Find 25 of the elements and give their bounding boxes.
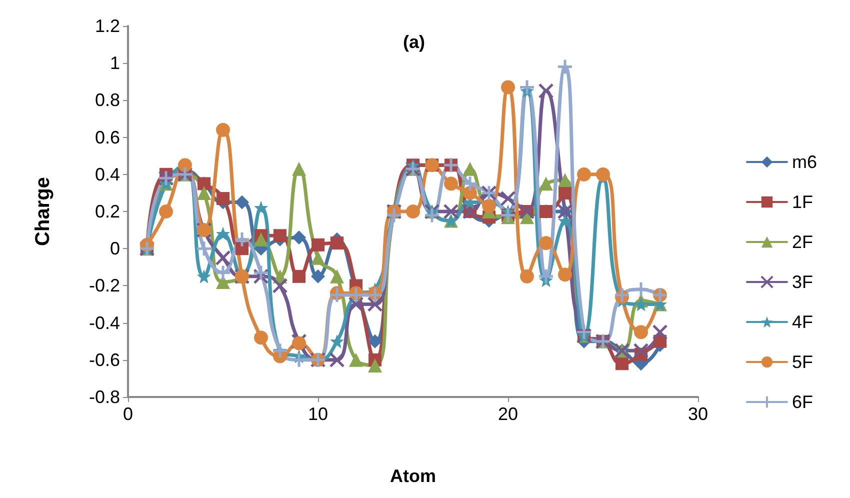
x-tick-label: 20 (498, 404, 518, 424)
y-tick-label: 0.2 (94, 202, 120, 222)
legend-label: 1F (792, 192, 814, 212)
y-tick-label: 0.4 (94, 164, 120, 184)
legend-label: 6F (792, 392, 814, 412)
y-tick-label: 0.8 (94, 90, 120, 110)
y-tick-label: 0 (110, 238, 120, 259)
legend-label: 3F (792, 272, 814, 292)
legend-label: 2F (792, 232, 814, 252)
x-tick-label: 10 (308, 404, 328, 424)
y-axis-title: Charge (32, 177, 54, 246)
x-axis-title: Atom (390, 466, 436, 486)
x-tick-label: 30 (688, 404, 708, 424)
y-tick-label: 1.2 (94, 16, 120, 36)
chart-title: (a) (403, 32, 426, 52)
y-tick-label: 1 (110, 53, 120, 74)
legend-label: 5F (792, 352, 814, 372)
legend-label: m6 (792, 152, 818, 172)
legend-label: 4F (792, 312, 814, 332)
y-tick-label: -0.6 (88, 350, 120, 370)
y-tick-label: 0.6 (94, 127, 120, 148)
y-tick-label: -0.2 (88, 276, 120, 296)
x-tick-label: 0 (122, 404, 134, 424)
y-tick-label: -0.4 (88, 312, 120, 333)
y-tick-label: -0.8 (88, 387, 120, 407)
